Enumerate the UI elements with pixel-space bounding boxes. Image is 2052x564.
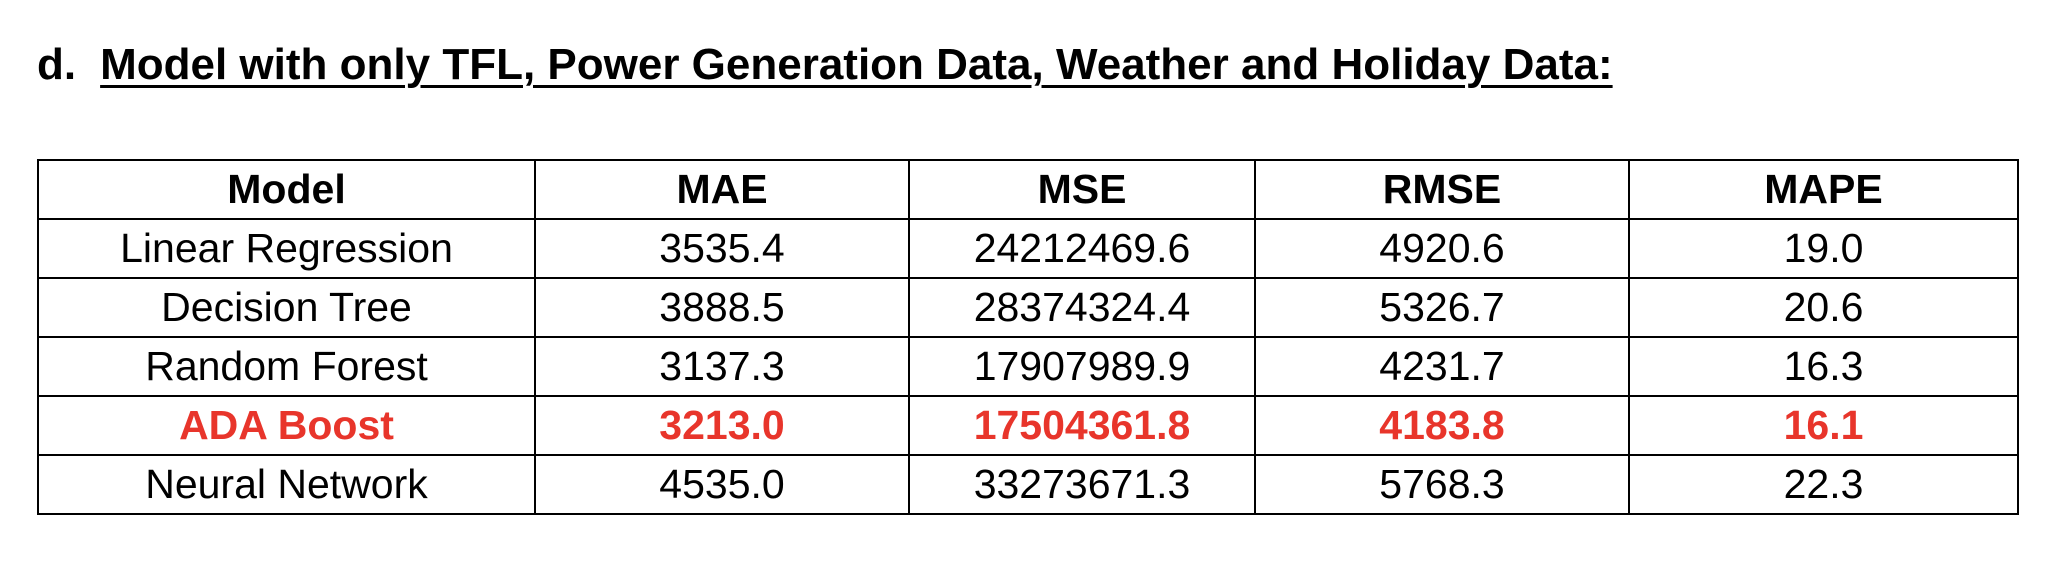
column-header-model: Model — [37, 159, 536, 220]
cell-mae: 4535.0 — [534, 454, 910, 515]
cell-mae: 3137.3 — [534, 336, 910, 397]
cell-mse: 24212469.6 — [908, 218, 1256, 279]
section-label: d. — [37, 40, 77, 89]
table-row: Linear Regression 3535.4 24212469.6 4920… — [37, 218, 2019, 279]
cell-rmse: 5326.7 — [1254, 277, 1630, 338]
section-title: Model with only TFL, Power Generation Da… — [100, 40, 1613, 89]
results-table: Model MAE MSE RMSE MAPE Linear Regressio… — [37, 159, 2019, 515]
cell-mae: 3213.0 — [534, 395, 910, 456]
cell-mse: 28374324.4 — [908, 277, 1256, 338]
cell-mse: 17907989.9 — [908, 336, 1256, 397]
cell-mse: 33273671.3 — [908, 454, 1256, 515]
column-header-mae: MAE — [534, 159, 910, 220]
cell-mape: 20.6 — [1628, 277, 2019, 338]
table-row: Decision Tree 3888.5 28374324.4 5326.7 2… — [37, 277, 2019, 338]
cell-mae: 3888.5 — [534, 277, 910, 338]
cell-mse: 17504361.8 — [908, 395, 1256, 456]
cell-model: Random Forest — [37, 336, 536, 397]
column-header-mape: MAPE — [1628, 159, 2019, 220]
cell-mae: 3535.4 — [534, 218, 910, 279]
cell-model: ADA Boost — [37, 395, 536, 456]
cell-rmse: 4183.8 — [1254, 395, 1630, 456]
cell-mape: 19.0 — [1628, 218, 2019, 279]
cell-mape: 22.3 — [1628, 454, 2019, 515]
column-header-mse: MSE — [908, 159, 1256, 220]
column-header-rmse: RMSE — [1254, 159, 1630, 220]
cell-model: Neural Network — [37, 454, 536, 515]
table-header-row: Model MAE MSE RMSE MAPE — [37, 159, 2019, 220]
cell-mape: 16.3 — [1628, 336, 2019, 397]
table-row: Neural Network 4535.0 33273671.3 5768.3 … — [37, 454, 2019, 515]
cell-rmse: 4920.6 — [1254, 218, 1630, 279]
cell-rmse: 5768.3 — [1254, 454, 1630, 515]
table-row: Random Forest 3137.3 17907989.9 4231.7 1… — [37, 336, 2019, 397]
cell-model: Linear Regression — [37, 218, 536, 279]
cell-mape: 16.1 — [1628, 395, 2019, 456]
section-heading: d. Model with only TFL, Power Generation … — [37, 34, 1613, 96]
cell-rmse: 4231.7 — [1254, 336, 1630, 397]
cell-model: Decision Tree — [37, 277, 536, 338]
table-row: ADA Boost 3213.0 17504361.8 4183.8 16.1 — [37, 395, 2019, 456]
